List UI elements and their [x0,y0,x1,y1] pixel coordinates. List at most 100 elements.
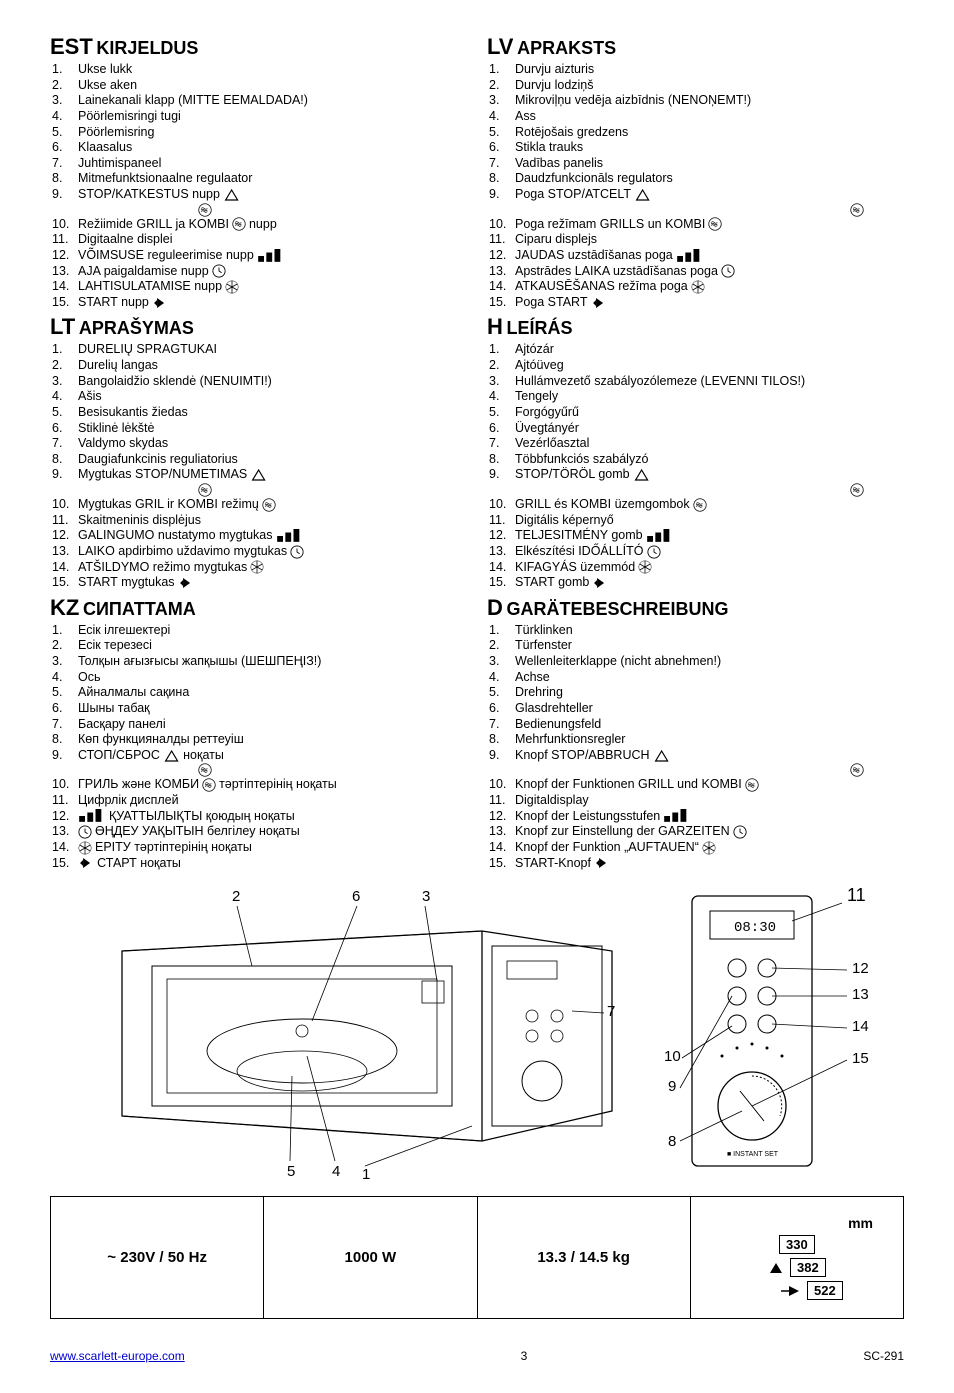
power-icon [78,809,106,823]
stop-icon [653,749,670,763]
item-number: 14. [487,279,515,295]
item-text: Režiimide GRILL ja KOMBI nupp [78,217,467,233]
right-column: LV APRAKSTS1.Durvju aizturis2.Durvju lod… [487,30,904,871]
callout-7: 7 [607,1003,615,1020]
item-number: 2. [50,638,78,654]
list-item: 11.Digitális képernyő [487,513,904,529]
list-item: 5.Drehring [487,685,904,701]
item-number: 9. [487,187,515,203]
list-item: 9.СТОП/СБРОС ноқаты [50,748,467,764]
list-item: 7.Bedienungsfeld [487,717,904,733]
item-text: Knopf der Funktionen GRILL und KOMBI [515,777,904,793]
defrost-icon [691,280,705,294]
list-item: 12.VÕIMSUSE reguleerimise nupp [50,248,467,264]
callout-12: 12 [852,960,869,977]
list-item: 6.Stikla trauks [487,140,904,156]
list-item: 7.Vadības panelis [487,156,904,172]
item-text: Ukse lukk [78,62,467,78]
item-text: Bangolaidžio sklendė (NENUIMTI!) [78,374,467,390]
item-number: 9. [50,467,78,483]
power-icon [676,249,704,263]
item-number: 15. [50,295,78,311]
list-item: 11.Цифрлік дисплей [50,793,467,809]
footer-link[interactable]: www.scarlett-europe.com [50,1349,185,1363]
heading-h: H LEÍRÁS [487,314,904,340]
callout-4: 4 [332,1163,340,1180]
item-text: Көп функцияналды реттеуіш [78,732,467,748]
item-number: 7. [50,436,78,452]
item-number: 4. [487,109,515,125]
item-number: 6. [50,701,78,717]
item-number: 5. [487,685,515,701]
callout-13: 13 [852,986,869,1003]
item-number: 1. [50,342,78,358]
list-item: 3.Bangolaidžio sklendė (NENUIMTI!) [50,374,467,390]
defrost-icon [638,560,652,574]
item-text: LAHTISULATAMISE nupp [78,279,467,295]
list-item: 8.Mehrfunktionsregler [487,732,904,748]
item-number: 13. [50,824,78,840]
item-text: ГРИЛЬ және КОМБИ тәртіптерінің ноқаты [78,777,467,793]
item-text: Durelių langas [78,358,467,374]
list-item: 15.START-Knopf [487,856,904,872]
power-icon [276,529,304,543]
clock-icon [78,825,92,839]
list-item: 6.Glasdrehteller [487,701,904,717]
item-number: 10. [487,217,515,233]
list-item: 6.Stiklinė lėkštė [50,421,467,437]
list-item: 10.GRILL és KOMBI üzemgombok [487,497,904,513]
list-item: 9.Mygtukas STOP/NUMETIMAS [50,467,467,483]
item-number: 2. [487,78,515,94]
item-number: 2. [487,358,515,374]
item-text: Mygtukas GRIL ir KOMBI režimų [78,497,467,513]
list-item: 4.Ось [50,670,467,686]
clock-icon [647,545,661,559]
start-icon [591,296,607,310]
item-number: 7. [487,436,515,452]
item-number: 11. [487,793,515,809]
item-text: ӨҢДЕУ УАҚЫТЫН белгілеу ноқаты [78,824,467,840]
list-item: 14.LAHTISULATAMISE nupp [50,279,467,295]
list-d: 1.Türklinken2.Türfenster3.Wellenleiterkl… [487,623,904,871]
item-text: STOP/TÖRÖL gomb [515,467,904,483]
list-item: 8.Daudzfunkcionāls regulators [487,171,904,187]
defrost-icon [78,841,92,855]
callout-2: 2 [232,888,240,905]
item-text: AJA paigaldamise nupp [78,264,467,280]
list-item: 11.Skaitmeninis displėjus [50,513,467,529]
item-number: 13. [50,264,78,280]
item-text: Drehring [515,685,904,701]
start-icon [78,856,94,870]
list-item: 1.Türklinken [487,623,904,639]
item-text: JAUDAS uzstādīšanas poga [515,248,904,264]
columns: EST KIRJELDUS1.Ukse lukk2.Ukse aken3.Lai… [50,30,904,871]
item-text: Knopf zur Einstellung der GARZEITEN [515,824,904,840]
wave-icon [202,778,216,792]
item-number: 6. [487,701,515,717]
item-number: 2. [487,638,515,654]
item-text: Bedienungsfeld [515,717,904,733]
item-text: Lainekanali klapp (MITTE EEMALDADA!) [78,93,467,109]
list-item: 1.Ukse lukk [50,62,467,78]
item-text: LAIKO apdirbimo uždavimo mygtukas [78,544,467,560]
callout-10: 10 [664,1048,681,1065]
item-number: 8. [487,732,515,748]
wave-icon [850,483,864,497]
item-text: START mygtukas [78,575,467,591]
stop-icon [250,468,267,482]
dim-depth: 522 [807,1281,843,1300]
item-number: 8. [487,171,515,187]
item-text: Többfunkciós szabályzó [515,452,904,468]
item-text: Ajtóüveg [515,358,904,374]
callout-15: 15 [852,1050,869,1067]
wave-icon [745,778,759,792]
dim-unit: mm [848,1215,873,1231]
list-item: 15.Poga START [487,295,904,311]
footer-page: 3 [521,1349,528,1363]
item-text: Vadības panelis [515,156,904,172]
item-text: GALINGUMO nustatymo mygtukas [78,528,467,544]
list-item-icon-row [50,483,467,497]
item-number: 14. [50,840,78,856]
item-text: DURELIŲ SPRAGTUKAI [78,342,467,358]
list-item: 15.START gomb [487,575,904,591]
